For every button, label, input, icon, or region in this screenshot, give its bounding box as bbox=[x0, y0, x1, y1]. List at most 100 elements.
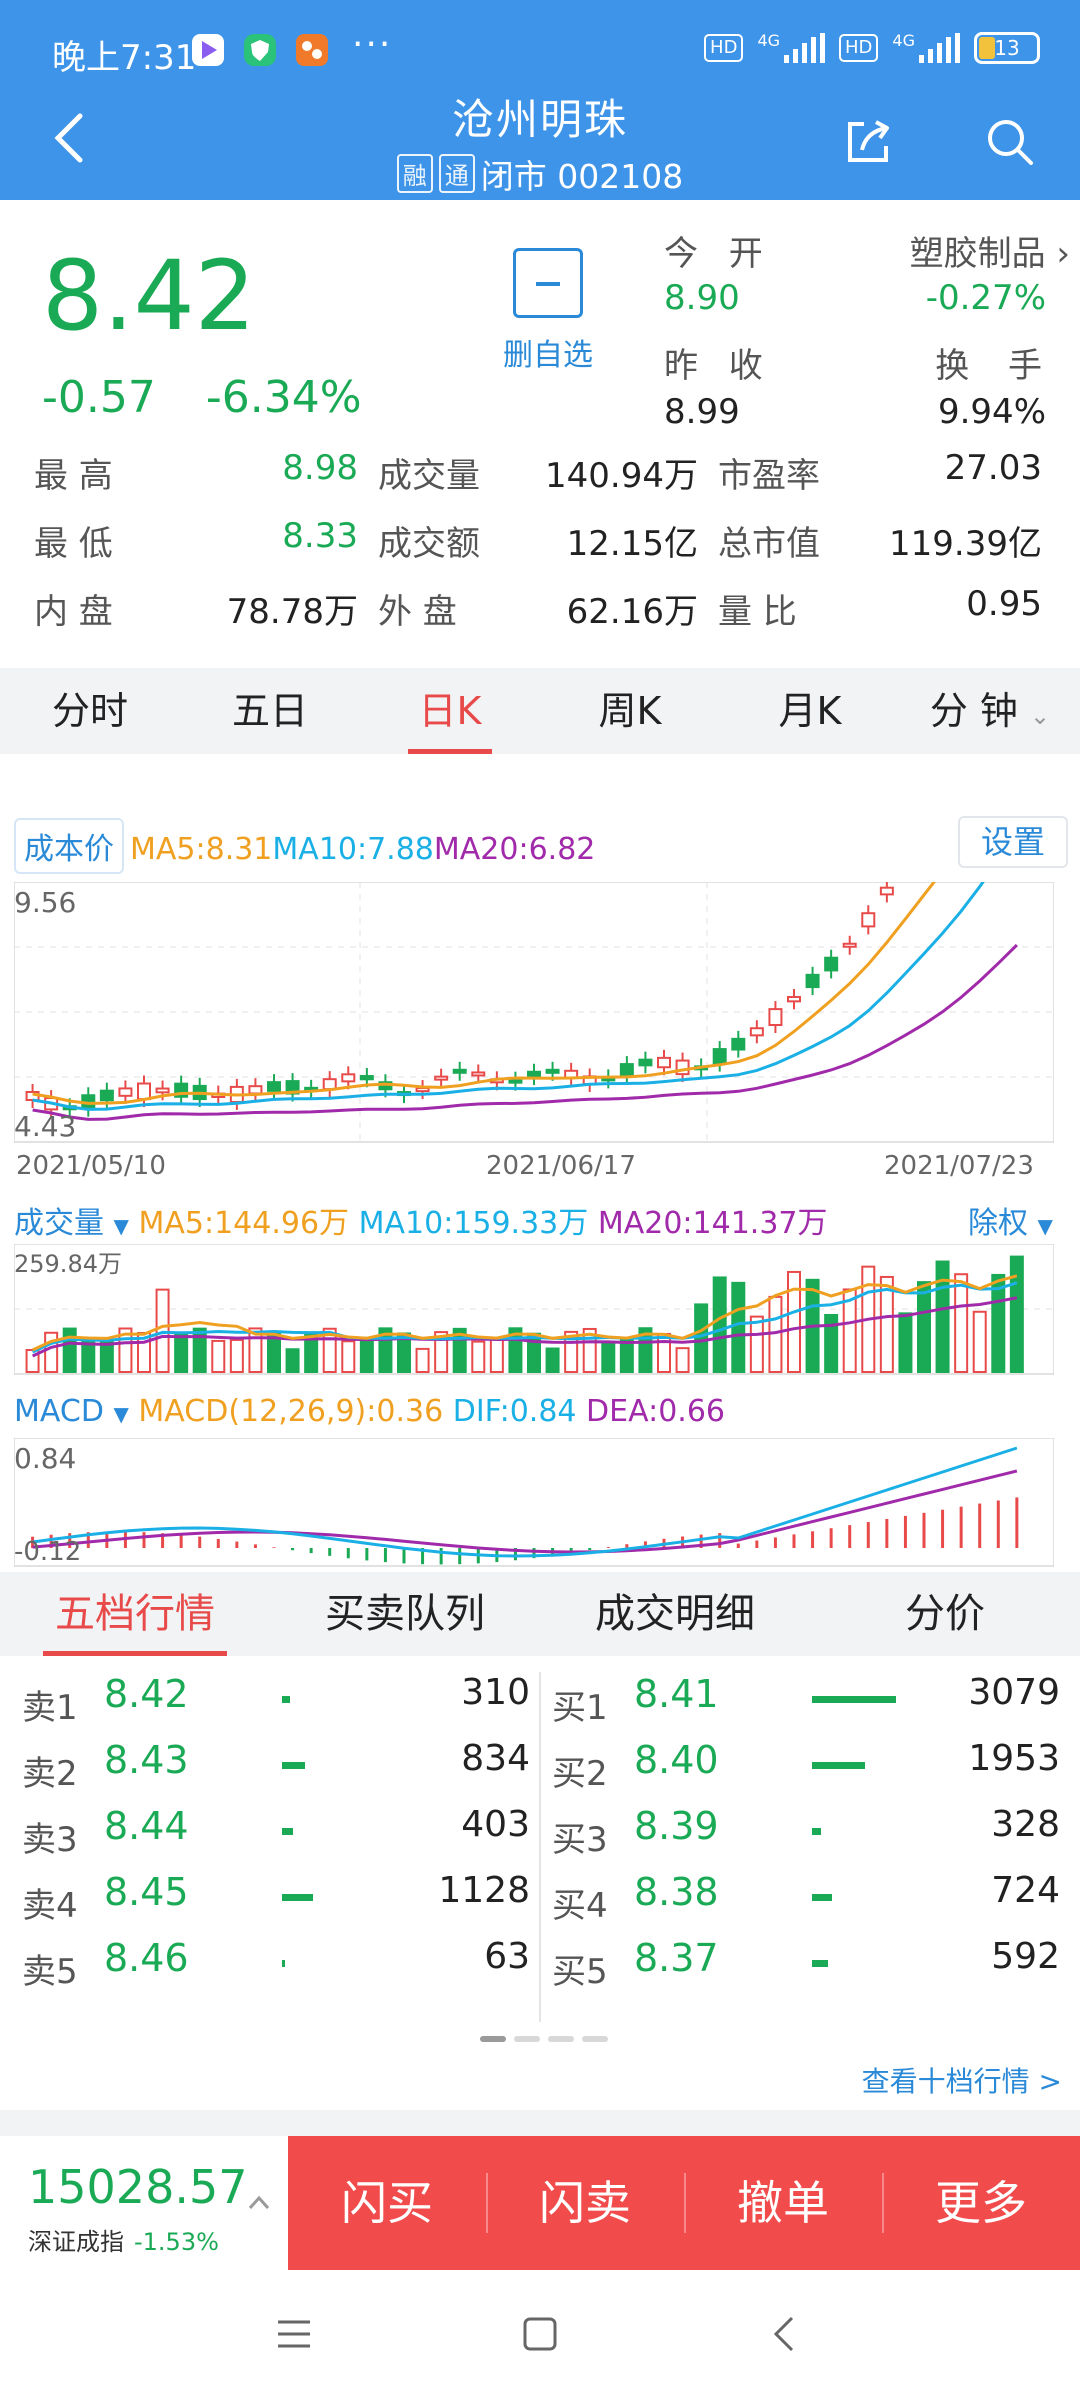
ma10-line bbox=[32, 882, 985, 1111]
ask-volume-bar bbox=[282, 1762, 305, 1769]
watch-label: 删自选 bbox=[503, 338, 593, 373]
turnover-value: 9.94% bbox=[937, 392, 1046, 432]
stock-subtitle: 融通闭市 002108 bbox=[0, 150, 1080, 198]
volume-bar bbox=[675, 1347, 690, 1374]
bid-volume-bar bbox=[812, 1696, 896, 1703]
bid-volume-bar bbox=[812, 1762, 865, 1769]
vol-ma10-line bbox=[31, 1281, 1018, 1354]
volume-selector[interactable]: 成交量 ▼ bbox=[14, 1206, 129, 1241]
volume-bar bbox=[712, 1276, 727, 1373]
turnover-label: 换 手 bbox=[935, 346, 1056, 386]
search-icon[interactable] bbox=[984, 116, 1036, 168]
share-icon[interactable] bbox=[842, 116, 894, 168]
candle bbox=[341, 1073, 356, 1083]
sector-link[interactable]: 塑胶制品 › bbox=[909, 234, 1070, 274]
stat-label: 外 盘 bbox=[378, 592, 457, 632]
ma20-line bbox=[32, 943, 1018, 1121]
stat-value: 140.94万 bbox=[545, 456, 698, 496]
ask-volume-bar bbox=[282, 1828, 293, 1835]
ask-row[interactable]: 卖5 8.46 63 bbox=[22, 1936, 530, 1996]
tab-five-day[interactable]: 五日 bbox=[231, 689, 308, 733]
volume-bar bbox=[694, 1303, 709, 1373]
cost-price-button[interactable]: 成本价 bbox=[14, 818, 124, 874]
cancel-order-button[interactable]: 撤单 bbox=[684, 2163, 882, 2243]
ask-volume: 63 bbox=[484, 1936, 530, 1977]
kline-y-max: 9.56 bbox=[14, 886, 76, 919]
net-4g-label: 4G bbox=[757, 30, 781, 50]
system-nav-bar bbox=[0, 2270, 1080, 2400]
video-app-icon bbox=[192, 34, 224, 66]
chevron-up-icon[interactable] bbox=[244, 2188, 274, 2218]
bid-row[interactable]: 买4 8.38 724 bbox=[552, 1870, 1060, 1930]
flash-buy-button[interactable]: 闪买 bbox=[341, 2176, 433, 2230]
volume-chart[interactable]: 259.84万 bbox=[14, 1244, 1054, 1376]
ten-level-link[interactable]: 查看十档行情 > bbox=[861, 2065, 1062, 2098]
open-value: 8.90 bbox=[664, 278, 740, 318]
volume-bar bbox=[341, 1340, 356, 1373]
flash-sell-button[interactable]: 闪卖 bbox=[486, 2163, 684, 2243]
tab-intraday[interactable]: 分时 bbox=[51, 689, 128, 733]
tab-trade-details[interactable]: 成交明细 bbox=[595, 1591, 755, 1637]
bid-row[interactable]: 买2 8.40 1953 bbox=[552, 1738, 1060, 1798]
caret-down-icon: ▼ bbox=[113, 1214, 129, 1238]
ex-rights-button[interactable]: 除权 ▼ bbox=[968, 1206, 1053, 1241]
remove-watchlist-button[interactable]: 删自选 bbox=[498, 248, 598, 388]
tab-price-distribution[interactable]: 分价 bbox=[905, 1591, 985, 1637]
volume-bar bbox=[192, 1327, 207, 1373]
candle bbox=[322, 1078, 337, 1091]
bid-row[interactable]: 买3 8.39 328 bbox=[552, 1804, 1060, 1864]
chart-settings-button[interactable]: 设置 bbox=[958, 816, 1068, 868]
ask-row[interactable]: 卖3 8.44 403 bbox=[22, 1804, 530, 1864]
tab-five-levels[interactable]: 五档行情 bbox=[0, 1572, 270, 1656]
tab-daily-k[interactable]: 日K bbox=[360, 668, 540, 754]
bid-price: 8.41 bbox=[634, 1672, 719, 1716]
ask-volume-bar bbox=[282, 1696, 290, 1703]
back-icon[interactable] bbox=[762, 2310, 810, 2358]
ask-row[interactable]: 卖4 8.45 1128 bbox=[22, 1870, 530, 1930]
tab-order-queue[interactable]: 买卖队列 bbox=[325, 1591, 485, 1637]
ask-row[interactable]: 卖2 8.43 834 bbox=[22, 1738, 530, 1798]
ask-row[interactable]: 卖1 8.42 310 bbox=[22, 1672, 530, 1732]
ask-volume: 834 bbox=[461, 1738, 530, 1779]
volume-bar bbox=[917, 1281, 931, 1374]
ask-volume-bar bbox=[282, 1960, 285, 1967]
bid-level-name: 买4 bbox=[552, 1886, 608, 1926]
macd-chart[interactable]: 0.84 -0.12 bbox=[14, 1438, 1054, 1568]
back-arrow-icon[interactable] bbox=[50, 108, 90, 168]
dea-line bbox=[32, 1469, 1018, 1554]
candle bbox=[118, 1087, 133, 1097]
menu-icon[interactable] bbox=[270, 2310, 318, 2358]
ask-volume-bar bbox=[282, 1894, 313, 1901]
more-button[interactable]: 更多 bbox=[882, 2163, 1080, 2243]
kline-legend: 成本价 MA5:8.31MA10:7.88MA20:6.82 bbox=[14, 818, 595, 874]
bid-level-name: 买3 bbox=[552, 1820, 608, 1860]
home-icon[interactable] bbox=[516, 2310, 564, 2358]
bid-row[interactable]: 买1 8.41 3079 bbox=[552, 1672, 1060, 1732]
trade-bar: 闪买 闪卖 撤单 更多 bbox=[288, 2136, 1080, 2270]
candle bbox=[861, 912, 876, 928]
candle bbox=[638, 1058, 653, 1067]
kline-chart[interactable]: 9.56 4.43 2021/05/10 2021/06/17 2021/07/… bbox=[14, 882, 1054, 1184]
volume-bar bbox=[657, 1332, 671, 1374]
tab-minute[interactable]: 分 钟 ⌄ bbox=[929, 689, 1051, 733]
caret-down-icon: ▼ bbox=[1037, 1214, 1053, 1238]
ask-level-name: 卖3 bbox=[22, 1820, 78, 1860]
ma10-label: MA10:7.88 bbox=[272, 832, 434, 867]
macd-selector[interactable]: MACD ▼ bbox=[14, 1394, 129, 1429]
tab-monthly-k[interactable]: 月K bbox=[778, 689, 842, 733]
tab-weekly-k[interactable]: 周K bbox=[598, 689, 662, 733]
bid-row[interactable]: 买5 8.37 592 bbox=[552, 1936, 1060, 1996]
volume-bar bbox=[601, 1340, 616, 1373]
ma5-label: MA5:8.31 bbox=[130, 832, 273, 867]
stat-label: 总市值 bbox=[718, 524, 820, 564]
bid-volume: 3079 bbox=[968, 1672, 1060, 1713]
open-label: 今 开 bbox=[664, 234, 773, 274]
volume-bar bbox=[898, 1312, 913, 1373]
stat-label: 内 盘 bbox=[34, 592, 113, 632]
index-ticker[interactable]: 15028.57 深证成指 -1.53% bbox=[0, 2136, 288, 2270]
ask-price: 8.43 bbox=[104, 1738, 189, 1782]
volume-bar bbox=[972, 1310, 987, 1373]
stat-value: 27.03 bbox=[944, 448, 1042, 488]
stat-label: 成交额 bbox=[378, 524, 480, 564]
volume-bar bbox=[731, 1281, 746, 1374]
